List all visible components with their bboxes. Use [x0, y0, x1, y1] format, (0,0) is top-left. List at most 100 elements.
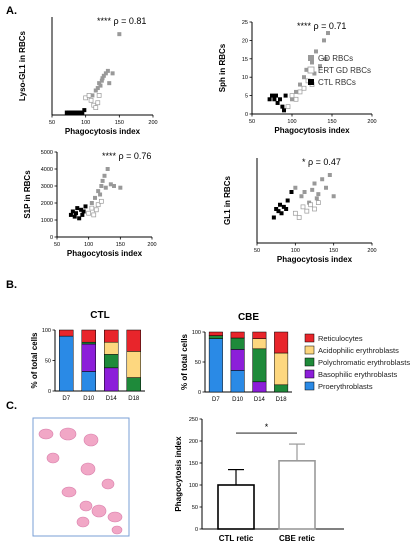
y-tick-label: 100 — [189, 483, 198, 489]
bar-segment-acidophilic — [252, 338, 267, 350]
data-point-gd — [105, 167, 110, 171]
data-point-ctl — [284, 207, 289, 211]
x-tick-label: D7 — [62, 396, 70, 402]
data-point-ctl — [80, 212, 85, 217]
significance-annotation: * — [265, 422, 269, 432]
legend-swatch — [304, 381, 315, 391]
data-point-ctl — [283, 93, 288, 98]
data-point-ert — [93, 207, 99, 213]
bar-segment-reticulocytes — [274, 331, 289, 354]
data-point-ctl — [71, 110, 76, 115]
y-tick-label: 20 — [242, 38, 248, 44]
y-tick-label: 0 — [48, 389, 51, 395]
data-point-ert — [95, 202, 101, 208]
scatter-s1p: 50 100 150 200010002000300040005000Phagocyt… — [23, 150, 157, 258]
bar-segment-reticulocytes — [104, 329, 119, 343]
legend-label: GD RBCs — [318, 54, 353, 63]
legend-label: ERT GD RBCs — [318, 66, 371, 75]
stacked-bar-cbe: CBE 0 50 100% of total cells D7 D10 D14 D18 — [180, 312, 292, 403]
chart-title: CBE — [238, 312, 259, 323]
data-point-gd — [96, 189, 101, 194]
y-tick-label: 50 — [192, 505, 198, 511]
data-point-ert — [296, 215, 302, 220]
data-point-gd — [304, 67, 309, 72]
bar-segment-polychromatic — [230, 337, 245, 350]
x-tick-label: 50 — [249, 119, 255, 125]
x-tick-label: 100 — [287, 119, 296, 125]
x-tick-label: D18 — [276, 397, 288, 403]
y-tick-label: 0 — [50, 235, 53, 241]
data-point-ert — [93, 105, 99, 111]
data-point-ert — [91, 212, 97, 218]
x-tick-label: CTL retic — [219, 534, 254, 543]
data-point-ctl — [267, 97, 272, 102]
y-axis-label: Lyso-GL1 in RBCs — [18, 30, 27, 100]
data-point-ert — [300, 204, 306, 210]
legend-label: Basophilic erythroblasts — [318, 370, 397, 379]
bar-chart-phagocytosis: 0 50 100 150 200 250 Phagocytosis index CTL ret… — [174, 417, 344, 543]
data-point-gd — [312, 181, 317, 186]
data-point-ert — [312, 206, 317, 212]
data-point-gd — [99, 184, 104, 188]
data-point-gd — [93, 195, 97, 200]
correlation-annotation: **** ρ = 0.71 — [297, 21, 346, 31]
correlation-annotation: **** ρ = 0.76 — [102, 151, 151, 161]
bar-segment-proerythroblasts — [208, 338, 223, 393]
data-point-ctl — [271, 215, 276, 220]
data-point-ctl — [282, 108, 286, 113]
data-point-gd — [327, 173, 332, 177]
y-tick-label: 0 — [245, 112, 248, 118]
data-point-gd — [298, 82, 302, 87]
x-axis-label: Phagocytosis index — [65, 127, 141, 136]
bar-segment-reticulocytes — [59, 329, 74, 337]
data-point-gd — [118, 185, 123, 190]
data-point-ctl — [66, 110, 71, 115]
data-point-ctl — [79, 207, 84, 212]
panel-label-a: A. — [6, 5, 17, 17]
legend-swatch — [304, 333, 315, 343]
legend-label: Polychromatic erythroblasts — [318, 358, 410, 367]
data-point-gd — [331, 194, 336, 199]
x-tick-label: 50 — [49, 120, 55, 126]
y-tick-label: 0 — [195, 527, 198, 533]
legend-scatter: GD RBCs ERT GD RBCs CTL RBCs — [307, 54, 371, 87]
y-tick-label: 50 — [195, 360, 201, 366]
data-point-gd — [90, 93, 95, 98]
data-point-gd — [299, 194, 304, 199]
bar-segment-acidophilic — [274, 352, 289, 386]
legend-marker — [307, 66, 315, 74]
data-point-gd — [99, 78, 104, 83]
data-point-gd — [326, 31, 330, 36]
y-axis-label: % of total cells — [180, 333, 189, 390]
bar-segment-acidophilic — [126, 351, 141, 378]
data-point-gd — [290, 97, 294, 102]
bar — [278, 459, 316, 530]
scatter-sph: 50 100 150 200 0 5 10 15 20 25 Phagocytosis index S… — [218, 20, 377, 135]
y-tick-label: 100 — [42, 328, 51, 334]
data-point-gd — [107, 81, 112, 86]
bar-segment-basophilic — [252, 381, 267, 393]
x-tick-label: 100 — [81, 120, 90, 126]
chart-title: CTL — [90, 310, 109, 321]
bar-segment-reticulocytes — [126, 329, 141, 352]
panel-label-c: C. — [6, 400, 17, 412]
data-point-ert — [289, 93, 295, 98]
legend-swatch — [304, 357, 315, 367]
bar-segment-reticulocytes — [230, 331, 245, 339]
x-tick-label: 200 — [148, 120, 157, 126]
y-tick-label: 250 — [189, 417, 198, 423]
data-point-gd — [310, 60, 314, 65]
data-point-gd — [103, 71, 108, 76]
y-tick-label: 100 — [192, 330, 201, 336]
data-point-gd — [98, 83, 103, 88]
x-tick-label: 150 — [115, 120, 124, 126]
data-point-ctl — [72, 214, 77, 219]
data-point-gd — [320, 177, 325, 182]
x-tick-label: D7 — [212, 397, 220, 403]
micrograph-image — [32, 417, 130, 537]
data-point-ctl — [81, 209, 86, 214]
data-point-ctl — [285, 198, 290, 203]
bar-segment-proerythroblasts — [230, 370, 245, 393]
data-point-gd — [97, 81, 102, 86]
